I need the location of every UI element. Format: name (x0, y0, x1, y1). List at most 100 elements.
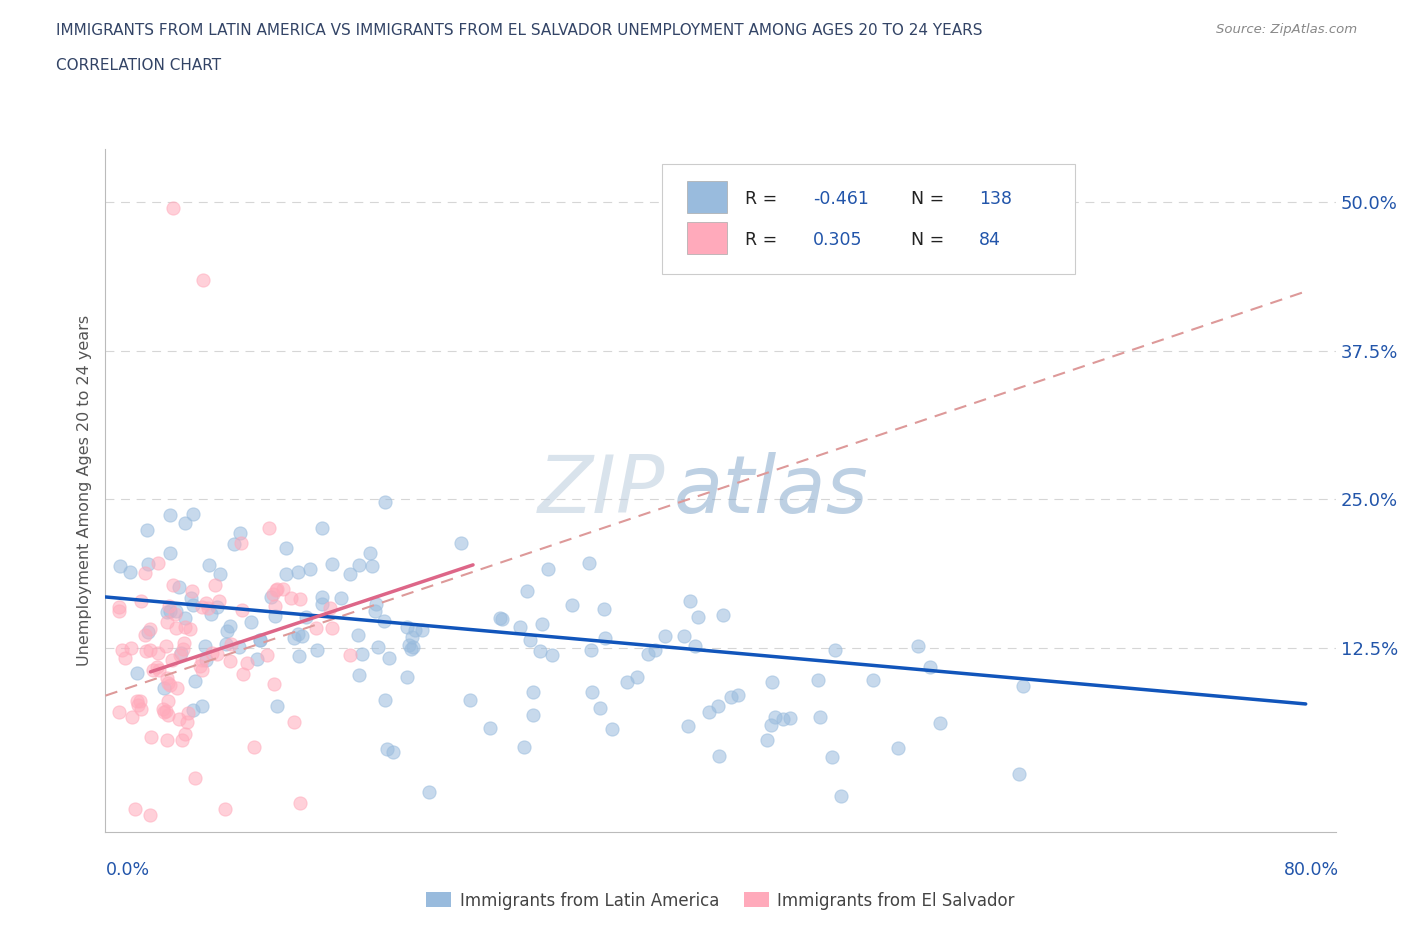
Point (298, 562, 321, 577)
Point (229, 536, 252, 551)
Point (260, 590, 283, 604)
Point (349, 668, 371, 683)
Point (346, 627, 368, 642)
Point (626, 670, 648, 684)
Point (290, 795, 312, 810)
Text: -0.461: -0.461 (813, 190, 869, 207)
Point (166, 604, 188, 618)
Point (305, 620, 328, 635)
Point (162, 201, 184, 216)
Point (136, 557, 159, 572)
Point (208, 567, 231, 582)
Text: 0.305: 0.305 (813, 231, 862, 248)
Point (198, 558, 221, 573)
Point (146, 555, 169, 570)
Point (162, 578, 184, 592)
Point (219, 618, 242, 633)
Point (191, 698, 214, 713)
Point (283, 631, 305, 645)
Point (129, 694, 152, 709)
Point (174, 516, 197, 531)
Point (118, 565, 141, 579)
Point (184, 771, 207, 786)
Point (135, 644, 157, 658)
Point (513, 739, 536, 754)
Point (240, 615, 263, 630)
Text: R =: R = (745, 231, 783, 248)
Point (229, 526, 252, 541)
Point (654, 629, 676, 644)
Point (191, 272, 214, 287)
Point (720, 690, 742, 705)
Point (249, 632, 271, 647)
Point (141, 729, 163, 744)
Point (676, 719, 699, 734)
Point (295, 609, 318, 624)
Point (1011, 679, 1033, 694)
Point (194, 638, 217, 653)
Point (236, 655, 259, 670)
Point (167, 711, 190, 726)
Point (280, 591, 302, 605)
Point (160, 653, 183, 668)
Point (125, 694, 148, 709)
Point (262, 587, 284, 602)
Point (219, 654, 242, 669)
Point (522, 708, 544, 723)
FancyBboxPatch shape (688, 180, 727, 214)
Text: CORRELATION CHART: CORRELATION CHART (56, 58, 221, 73)
Point (180, 591, 202, 605)
Point (330, 591, 353, 605)
Point (727, 687, 749, 702)
Point (311, 521, 333, 536)
Point (156, 708, 179, 723)
Point (489, 610, 512, 625)
Point (120, 641, 142, 656)
Point (561, 598, 583, 613)
Point (291, 629, 314, 644)
Point (111, 643, 134, 658)
Point (146, 645, 169, 660)
Point (159, 546, 181, 561)
Text: Source: ZipAtlas.com: Source: ZipAtlas.com (1216, 23, 1357, 36)
Point (201, 645, 224, 660)
Point (685, 639, 707, 654)
Point (156, 615, 179, 630)
Point (697, 705, 720, 720)
Point (929, 716, 952, 731)
Point (593, 631, 616, 645)
Point (172, 641, 194, 656)
Legend: Immigrants from Latin America, Immigrants from El Salvador: Immigrants from Latin America, Immigrant… (419, 885, 1022, 916)
Point (644, 643, 666, 658)
Point (181, 507, 204, 522)
Point (887, 741, 910, 756)
Point (339, 647, 361, 662)
Point (246, 652, 269, 667)
Point (398, 638, 420, 653)
Point (418, 785, 440, 800)
Point (339, 566, 361, 581)
Point (138, 643, 160, 658)
Point (145, 659, 167, 674)
Point (537, 562, 560, 577)
Point (367, 640, 389, 655)
Point (156, 733, 179, 748)
Text: 138: 138 (979, 190, 1012, 207)
Point (219, 637, 242, 652)
Point (808, 710, 831, 724)
Point (287, 627, 309, 642)
Point (165, 620, 187, 635)
Point (184, 673, 207, 688)
Point (159, 677, 181, 692)
Point (174, 619, 197, 634)
Point (194, 653, 217, 668)
Point (166, 681, 188, 696)
Point (159, 603, 181, 618)
Point (458, 692, 481, 707)
Point (321, 620, 343, 635)
Point (713, 608, 735, 623)
Point (228, 639, 250, 654)
Point (108, 600, 131, 615)
Point (377, 741, 399, 756)
Point (121, 710, 143, 724)
